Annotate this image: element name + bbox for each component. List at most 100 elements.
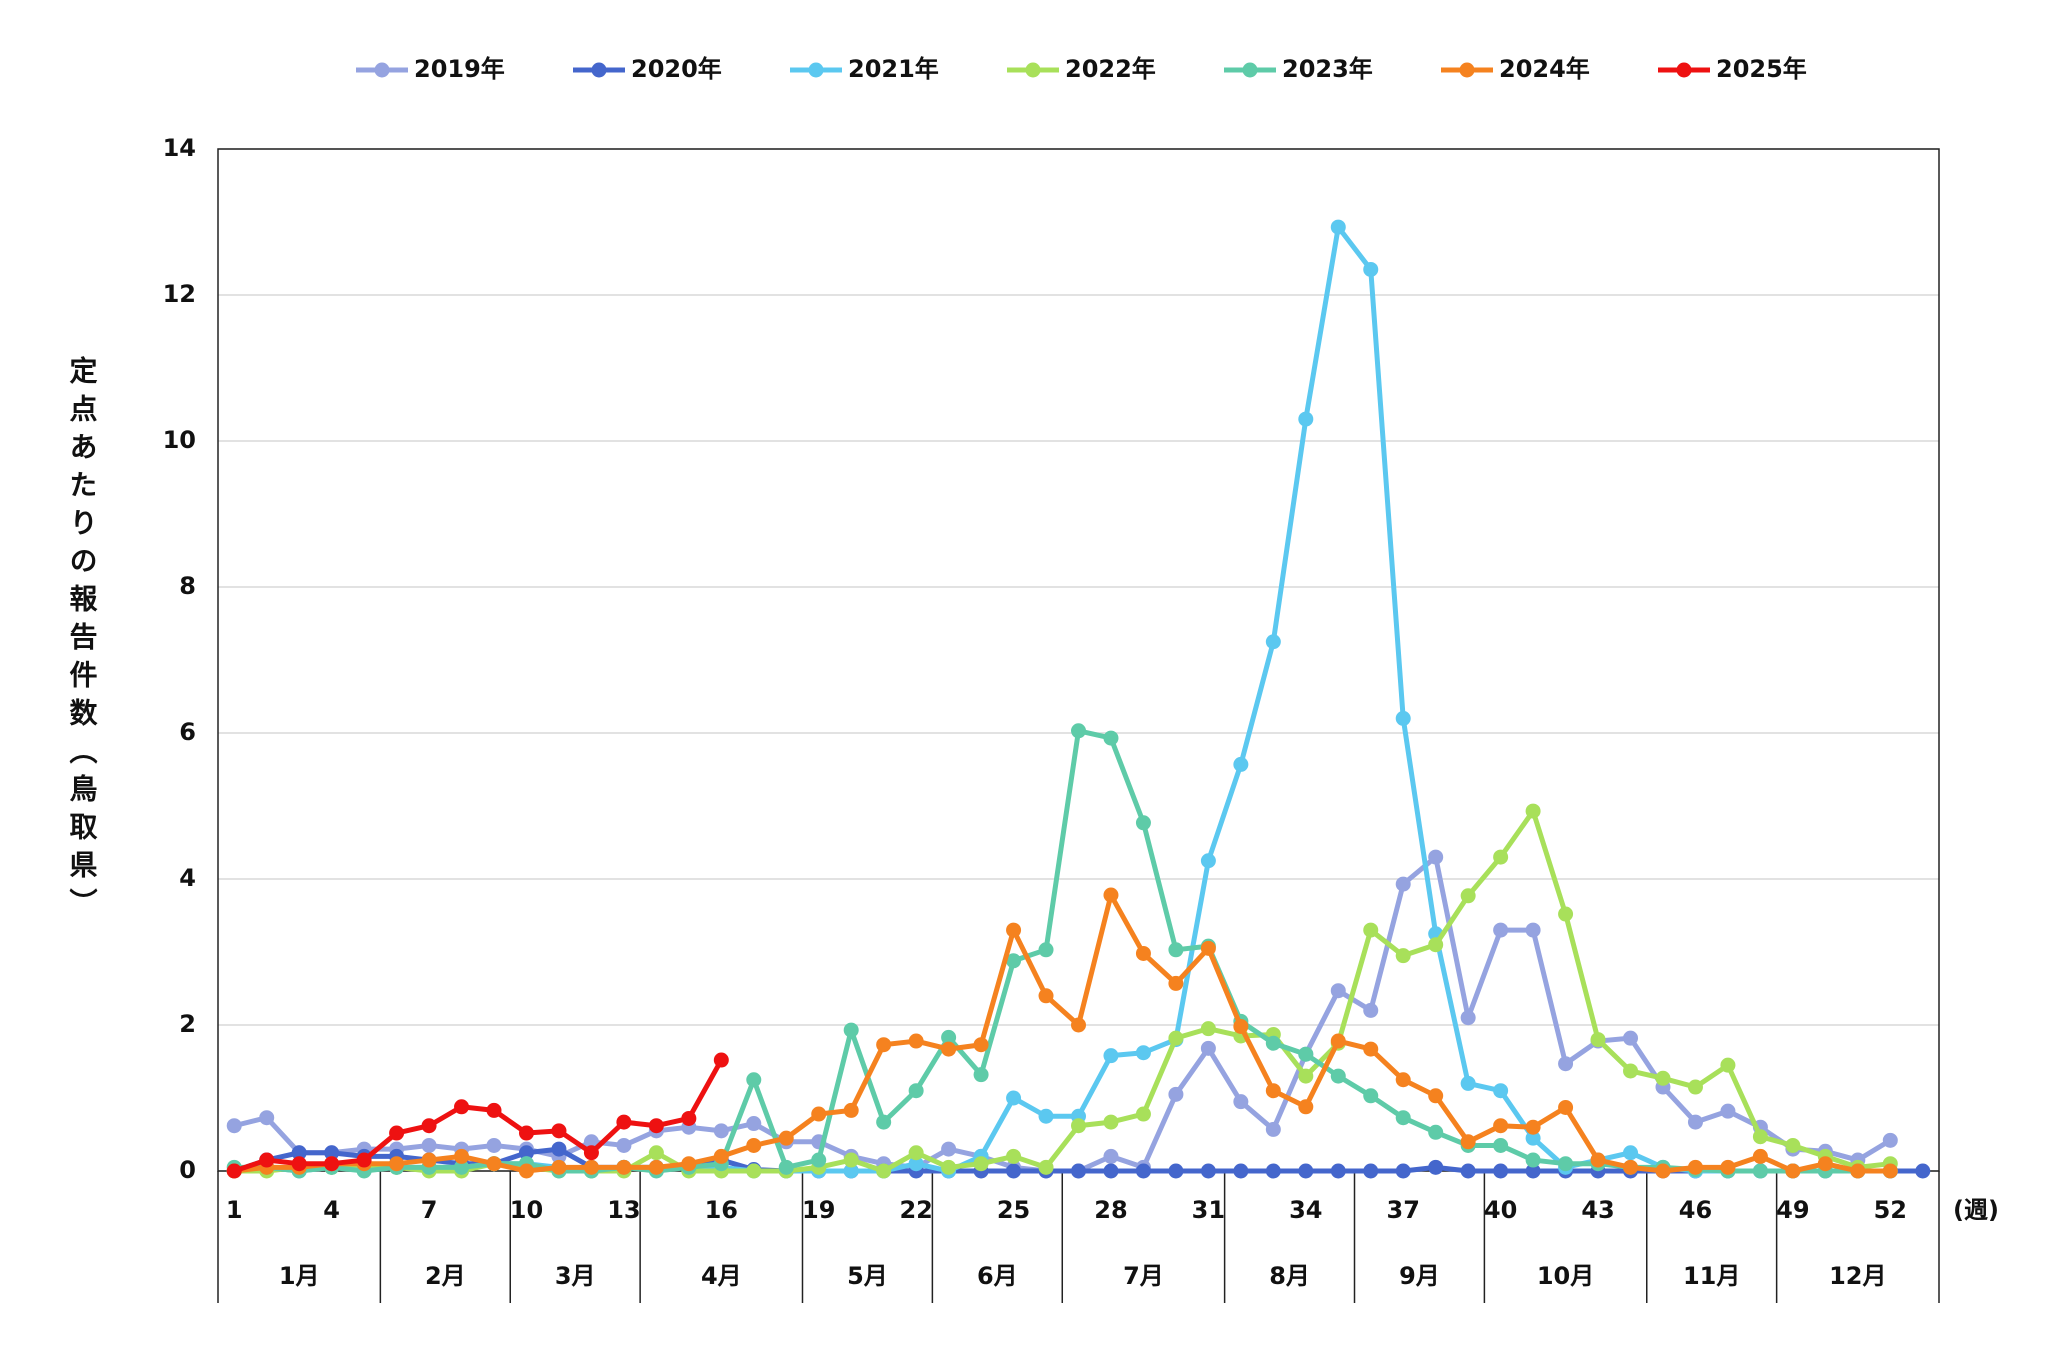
- data-point: [1103, 1148, 1119, 1164]
- series-line: [233, 1058, 724, 1174]
- data-point: [1525, 922, 1541, 938]
- legend-marker: [374, 62, 390, 78]
- data-point: [356, 1152, 372, 1168]
- data-point: [843, 1022, 859, 1038]
- data-point: [778, 1159, 794, 1175]
- data-point: [811, 1106, 827, 1122]
- y-tick-label: 2: [179, 1010, 196, 1038]
- data-point: [1233, 1163, 1249, 1179]
- data-point: [1395, 876, 1411, 892]
- data-point: [421, 1118, 437, 1134]
- data-point: [1265, 1083, 1281, 1099]
- month-label: 7月: [1123, 1262, 1164, 1290]
- data-point: [1525, 1152, 1541, 1168]
- month-label: 2月: [425, 1262, 466, 1290]
- data-point: [1687, 1114, 1703, 1130]
- data-point: [1558, 1156, 1574, 1172]
- data-point: [1460, 1010, 1476, 1026]
- data-point: [1623, 1063, 1639, 1079]
- data-point: [1460, 888, 1476, 904]
- data-point: [1752, 1163, 1768, 1179]
- data-point: [1265, 1163, 1281, 1179]
- y-tick-label: 14: [163, 134, 196, 162]
- legend-marker: [1459, 62, 1475, 78]
- data-point: [1330, 1163, 1346, 1179]
- data-point: [1006, 1148, 1022, 1164]
- data-point: [616, 1159, 632, 1175]
- month-label: 9月: [1399, 1262, 1440, 1290]
- data-point: [1428, 1159, 1444, 1175]
- data-point: [1363, 922, 1379, 938]
- data-point: [1103, 887, 1119, 903]
- data-point: [1525, 1163, 1541, 1179]
- month-label: 8月: [1269, 1262, 1310, 1290]
- data-point: [583, 1145, 599, 1161]
- data-point: [1395, 1072, 1411, 1088]
- data-point: [1135, 1106, 1151, 1122]
- x-tick-label: 1: [226, 1196, 243, 1224]
- data-point: [454, 1159, 470, 1175]
- legend-label: 2023年: [1282, 55, 1373, 83]
- data-point: [1752, 1129, 1768, 1145]
- data-point: [843, 1152, 859, 1168]
- data-point: [583, 1134, 599, 1150]
- data-point: [681, 1110, 697, 1126]
- data-point: [486, 1102, 502, 1118]
- legend-marker: [591, 62, 607, 78]
- data-point: [713, 1123, 729, 1139]
- data-point: [1168, 1086, 1184, 1102]
- data-point: [876, 1037, 892, 1053]
- legend-label: 2025年: [1716, 55, 1807, 83]
- data-point: [1623, 1159, 1639, 1175]
- data-point: [324, 1156, 340, 1172]
- legend-label: 2019年: [414, 55, 505, 83]
- x-tick-label: 46: [1679, 1196, 1712, 1224]
- data-point: [1363, 1041, 1379, 1057]
- x-tick-label: 34: [1289, 1196, 1322, 1224]
- data-point: [1395, 948, 1411, 964]
- data-point: [973, 1156, 989, 1172]
- data-point: [648, 1118, 664, 1134]
- data-point: [973, 1067, 989, 1083]
- data-point: [454, 1099, 470, 1115]
- x-tick-label: 43: [1581, 1196, 1614, 1224]
- data-point: [1525, 1119, 1541, 1135]
- data-point: [1363, 1002, 1379, 1018]
- data-point: [518, 1145, 534, 1161]
- data-point: [876, 1163, 892, 1179]
- y-tick-label: 6: [179, 718, 196, 746]
- data-point: [713, 1148, 729, 1164]
- data-point: [746, 1072, 762, 1088]
- data-point: [1590, 1032, 1606, 1048]
- data-point: [811, 1152, 827, 1168]
- data-point: [681, 1156, 697, 1172]
- data-point: [518, 1125, 534, 1141]
- x-tick-label: 22: [899, 1196, 932, 1224]
- data-point: [1493, 849, 1509, 865]
- data-point: [1558, 906, 1574, 922]
- data-point: [551, 1123, 567, 1139]
- y-tick-label: 12: [163, 280, 196, 308]
- data-point: [1720, 1103, 1736, 1119]
- x-tick-label: 40: [1484, 1196, 1517, 1224]
- data-point: [1038, 1159, 1054, 1175]
- data-point: [746, 1116, 762, 1132]
- data-point: [1006, 1163, 1022, 1179]
- data-point: [1038, 988, 1054, 1004]
- data-point: [1330, 1033, 1346, 1049]
- data-point: [1298, 1163, 1314, 1179]
- data-point: [1168, 975, 1184, 991]
- data-point: [1168, 942, 1184, 958]
- data-point: [226, 1163, 242, 1179]
- data-point: [1428, 849, 1444, 865]
- y-tick-label: 0: [179, 1156, 196, 1184]
- data-point: [908, 1083, 924, 1099]
- data-point: [1785, 1137, 1801, 1153]
- data-point: [1363, 1088, 1379, 1104]
- data-point: [454, 1148, 470, 1164]
- data-point: [1233, 756, 1249, 772]
- data-point: [1135, 1163, 1151, 1179]
- data-point: [1298, 1068, 1314, 1084]
- data-point: [1493, 1163, 1509, 1179]
- series-line: [233, 892, 1891, 1174]
